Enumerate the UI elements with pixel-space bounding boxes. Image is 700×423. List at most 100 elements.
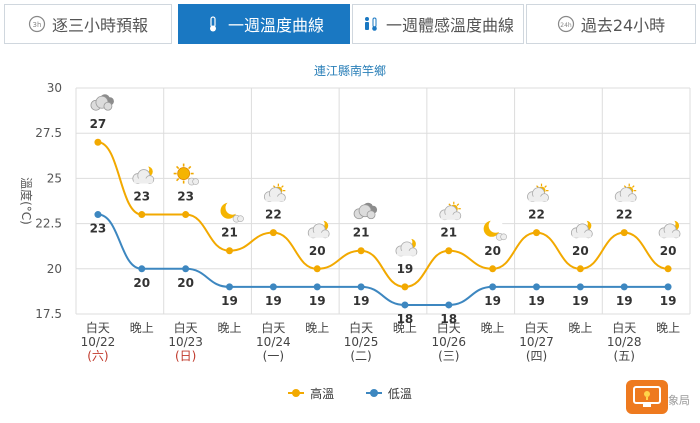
data-label-high: 19 (397, 262, 414, 276)
x-tick-weekday: (五) (614, 349, 635, 363)
chart-legend: 高溫 低溫 (0, 383, 700, 402)
data-point-high (664, 265, 672, 273)
data-point-low (313, 283, 321, 291)
x-tick-period: 晚上 (217, 321, 241, 335)
data-label-high: 22 (265, 208, 282, 222)
x-tick-date: 10/23 (168, 335, 203, 349)
partly-cloudy-night-icon (570, 219, 593, 239)
x-tick-weekday: (日) (175, 349, 196, 363)
monitor-icon[interactable] (626, 380, 668, 414)
x-tick-period: 白天 (524, 320, 548, 335)
x-tick-weekday: (三) (438, 349, 459, 363)
cloudy-icon (90, 94, 114, 111)
data-label-high: 20 (484, 244, 501, 258)
legend-item-low[interactable]: 低溫 (365, 385, 412, 402)
data-point-low (445, 301, 453, 309)
data-label-low: 19 (309, 294, 326, 308)
legend-item-high[interactable]: 高溫 (288, 385, 334, 402)
partly-cloudy-day-icon (527, 183, 549, 203)
data-point-high (138, 211, 146, 219)
data-point-low (94, 211, 102, 219)
data-point-high (182, 211, 190, 219)
data-point-low (664, 283, 672, 291)
x-tick-date: 10/22 (81, 335, 116, 349)
data-label-low: 18 (440, 312, 457, 326)
y-tick-label: 25 (47, 171, 62, 185)
data-point-low (576, 283, 584, 291)
x-tick-weekday: (四) (526, 349, 547, 363)
tab-label: 一週體感溫度曲線 (385, 16, 514, 35)
tab-weekly-apparent-temperature[interactable]: 一週體感溫度曲線 (352, 4, 524, 44)
data-label-high: 21 (353, 226, 370, 240)
data-point-high (620, 229, 628, 237)
data-point-low (533, 283, 540, 291)
x-tick-period: 白天 (437, 320, 461, 335)
data-point-high (313, 265, 321, 273)
legend-swatch-low (365, 389, 382, 397)
data-label-high: 20 (660, 244, 677, 258)
tab-label: 過去24小時 (580, 16, 666, 35)
data-label-low: 19 (353, 294, 370, 308)
data-point-high (357, 247, 365, 255)
data-label-high: 20 (309, 244, 326, 258)
data-label-low: 20 (177, 276, 194, 290)
tab-weekly-temperature[interactable]: 一週溫度曲線 (178, 4, 350, 44)
tab-past-24-hours[interactable]: 24h 過去24小時 (526, 4, 696, 44)
data-label-low: 18 (397, 312, 414, 326)
x-tick-period: 白天 (261, 320, 285, 335)
partly-cloudy-day-icon (439, 201, 462, 221)
x-tick-period: 晚上 (393, 321, 417, 335)
x-tick-period: 晚上 (568, 321, 592, 335)
data-point-high (94, 138, 102, 146)
data-label-low: 19 (484, 294, 501, 308)
data-point-high (533, 229, 540, 237)
thermometer-icon (204, 15, 222, 33)
data-point-high (576, 265, 584, 273)
y-tick-label: 20 (47, 262, 62, 276)
y-tick-label: 30 (47, 81, 62, 95)
x-tick-date: 10/26 (431, 335, 466, 349)
tab-label: 逐三小時預報 (51, 16, 148, 35)
partly-cloudy-night-icon (307, 219, 330, 239)
data-label-low: 23 (90, 222, 107, 236)
source-text: 象局 (668, 394, 690, 407)
y-tick-label: 22.5 (35, 217, 62, 231)
data-point-high (269, 229, 277, 237)
partly-cloudy-day-icon (263, 183, 286, 203)
data-label-high: 23 (177, 190, 194, 204)
svg-text:24h: 24h (560, 22, 572, 29)
data-label-high: 20 (572, 244, 589, 258)
x-tick-date: 10/28 (607, 335, 642, 349)
tab-bar: 3h 逐三小時預報 一週溫度曲線 一週體感溫度曲線 24h 過去24小時 (0, 0, 700, 44)
data-point-high (489, 265, 497, 273)
x-tick-period: 晚上 (481, 321, 505, 335)
x-tick-date: 10/27 (519, 335, 554, 349)
partly-cloudy-day-icon (614, 183, 637, 203)
y-axis-label: 溫度(°C) (19, 177, 34, 225)
cloudy-icon (353, 202, 378, 220)
x-tick-period: 晚上 (656, 321, 680, 335)
data-point-low (401, 301, 409, 309)
24h-clock-icon: 24h (557, 15, 575, 33)
x-tick-period: 白天 (349, 320, 373, 335)
x-tick-period: 晚上 (305, 321, 329, 335)
svg-text:3h: 3h (33, 21, 42, 29)
x-tick-period: 晚上 (130, 321, 154, 335)
sunny-cloudy-icon (173, 163, 199, 186)
legend-label-low: 低溫 (387, 386, 412, 401)
x-tick-period: 白天 (86, 320, 110, 335)
location-title: 連江縣南竿鄉 (313, 64, 386, 78)
data-point-low (357, 283, 365, 291)
data-label-low: 19 (572, 294, 589, 308)
data-label-low: 19 (616, 294, 633, 308)
data-label-high: 27 (90, 117, 107, 131)
tab-3hour-forecast[interactable]: 3h 逐三小時預報 (4, 4, 172, 44)
tab-label: 一週溫度曲線 (227, 16, 324, 35)
data-point-low (138, 265, 146, 273)
data-label-low: 19 (221, 294, 238, 308)
y-tick-label: 17.5 (35, 307, 62, 321)
legend-swatch-high (288, 389, 305, 397)
data-label-high: 22 (528, 208, 545, 222)
data-label-low: 19 (528, 294, 545, 308)
